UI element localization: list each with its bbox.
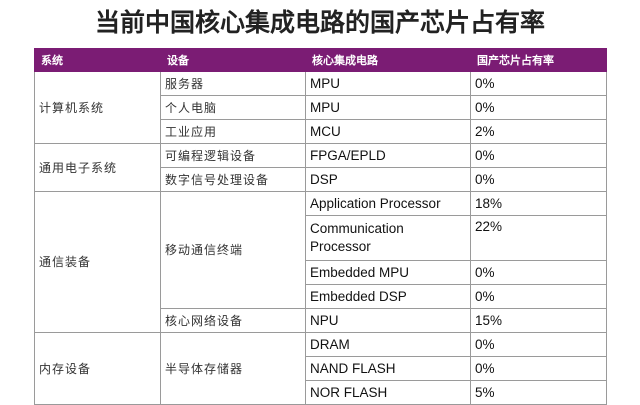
table-header-row: 系统 设备 核心集成电路 国产芯片占有率 — [34, 48, 607, 72]
system-cell: 内存设备 — [34, 332, 161, 405]
device-cell: 可编程逻辑设备 — [160, 143, 306, 168]
share-cell: 22% — [470, 215, 607, 261]
share-cell: 2% — [470, 119, 607, 144]
header-system: 系统 — [34, 48, 161, 72]
chip-cell: NPU — [305, 308, 471, 333]
chip-cell: Embedded DSP — [305, 284, 471, 309]
table-row: 通用电子系统 可编程逻辑设备 FPGA/EPLD 0% — [34, 143, 607, 192]
share-cell: 0% — [470, 167, 607, 192]
device-cell: 移动通信终端 — [160, 191, 306, 309]
table-row: Embedded DSP 0% — [35, 284, 607, 309]
share-cell: 5% — [470, 380, 607, 405]
table-row: 计算机系统 服务器 MPU 0% — [34, 71, 607, 144]
table-row: 内存设备 半导体存储器 DRAM 0% — [34, 332, 607, 405]
device-cell: 数字信号处理设备 — [160, 167, 306, 192]
system-cell: 计算机系统 — [34, 71, 161, 144]
share-cell: 0% — [470, 260, 607, 285]
chip-cell: Communication Processor — [305, 215, 471, 261]
table-row: 个人电脑 MPU 0% — [35, 95, 607, 120]
device-cell: 个人电脑 — [160, 95, 306, 120]
share-cell: 0% — [470, 95, 607, 120]
chip-cell: DSP — [305, 167, 471, 192]
table-row: NAND FLASH 0% — [35, 356, 607, 381]
ic-share-table: 系统 设备 核心集成电路 国产芯片占有率 计算机系统 服务器 MPU 0% 个人… — [34, 48, 607, 405]
chip-cell: Application Processor — [305, 191, 471, 216]
chip-cell: NOR FLASH — [305, 380, 471, 405]
share-cell: 0% — [470, 356, 607, 381]
share-cell: 18% — [470, 191, 607, 216]
table-row: 工业应用 MCU 2% — [35, 119, 607, 144]
document-title: 当前中国核心集成电路的国产芯片占有率 — [94, 8, 545, 37]
header-domestic-share: 国产芯片占有率 — [470, 48, 607, 72]
share-cell: 0% — [470, 332, 607, 357]
table-row: 通信装备 移动通信终端 Application Processor 18% — [34, 191, 607, 333]
header-device: 设备 — [160, 48, 306, 72]
share-cell: 15% — [470, 308, 607, 333]
chip-cell: FPGA/EPLD — [305, 143, 471, 168]
chip-cell: MPU — [305, 71, 471, 96]
chip-cell: NAND FLASH — [305, 356, 471, 381]
share-cell: 0% — [470, 284, 607, 309]
share-cell: 0% — [470, 143, 607, 168]
chip-cell: MPU — [305, 95, 471, 120]
device-cell: 半导体存储器 — [160, 332, 306, 405]
chip-cell: MCU — [305, 119, 471, 144]
system-cell: 通信装备 — [34, 191, 161, 333]
table-row: 数字信号处理设备 DSP 0% — [35, 167, 607, 192]
system-cell: 通用电子系统 — [34, 143, 161, 192]
share-cell: 0% — [470, 71, 607, 96]
table-row: Communication Processor 22% — [35, 215, 607, 261]
device-cell: 核心网络设备 — [160, 308, 306, 333]
device-cell: 服务器 — [160, 71, 306, 96]
chip-cell: DRAM — [305, 332, 471, 357]
chip-cell: Embedded MPU — [305, 260, 471, 285]
header-core-ic: 核心集成电路 — [305, 48, 471, 72]
device-cell: 工业应用 — [160, 119, 306, 144]
